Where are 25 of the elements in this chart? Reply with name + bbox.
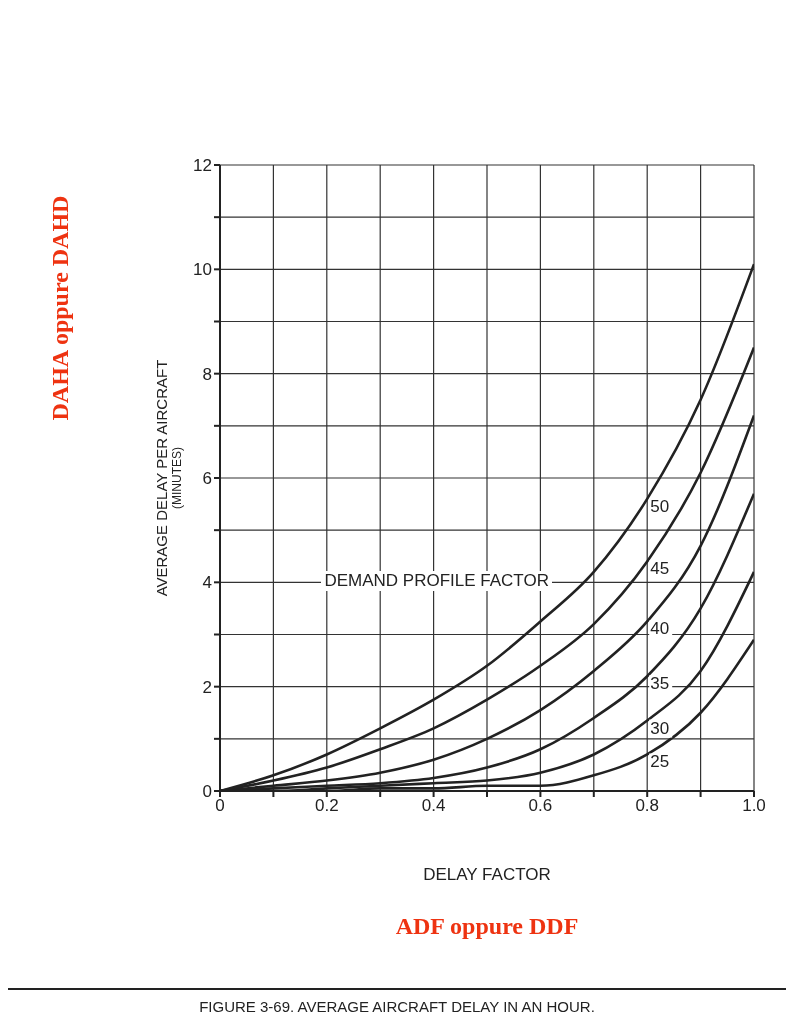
- series-label: 45: [650, 559, 670, 579]
- y-tick-label: 12: [193, 156, 212, 176]
- x-tick-label: 0: [215, 796, 225, 816]
- legend-title: DEMAND PROFILE FACTOR: [321, 571, 552, 592]
- series-label: 50: [650, 496, 670, 516]
- text: FIGURE 3-69. AVERAGE AIRCRAFT DELAY IN AN HOUR.: [8, 988, 786, 1015]
- y-tick-label: 8: [202, 364, 212, 384]
- series-label: 40: [650, 619, 670, 639]
- x-tick-label: 0.6: [528, 796, 553, 816]
- x-tick-label: 0.2: [314, 796, 339, 816]
- series-label: 30: [650, 718, 670, 738]
- y-axis-title: AVERAGE DELAY PER AIRCRAFT (MINUTES): [152, 359, 184, 597]
- x-tick-label: 1.0: [742, 796, 766, 816]
- x-axis-title: DELAY FACTOR: [422, 865, 552, 885]
- y-tick-label: 2: [202, 677, 212, 697]
- y-tick-label: 0: [202, 782, 212, 802]
- y-tick-label: 6: [202, 469, 212, 489]
- text: DAHA oppure DAHD: [46, 195, 74, 421]
- x-tick-label: 0.8: [635, 796, 660, 816]
- x-tick-label: 0.4: [421, 796, 446, 816]
- y-tick-label: 4: [202, 573, 212, 593]
- series-label: 35: [650, 674, 670, 694]
- y-tick-label: 10: [193, 260, 212, 280]
- text: ADF oppure DDF: [394, 913, 580, 940]
- series-label: 25: [650, 752, 670, 772]
